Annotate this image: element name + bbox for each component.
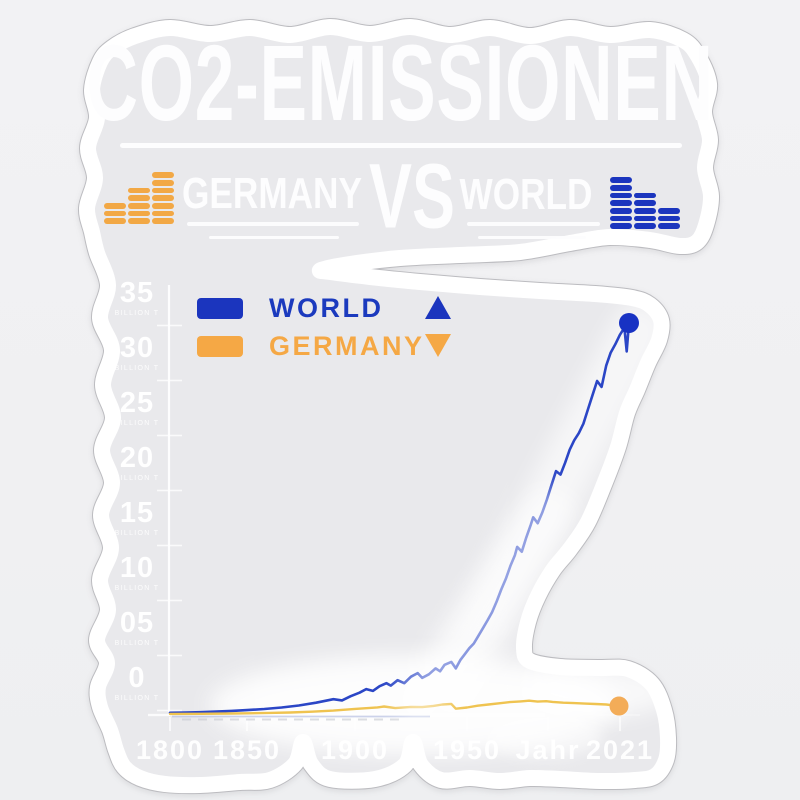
- equalizer-bar: [610, 200, 632, 206]
- y-tick-unit: BILLION T: [114, 420, 160, 427]
- equalizer-bar: [634, 215, 656, 222]
- equalizer-column: [128, 187, 150, 224]
- y-tick-value: 35: [119, 277, 155, 309]
- triangle-down-icon: [425, 334, 451, 357]
- equalizer-bar: [610, 184, 632, 191]
- equalizer-bar: [104, 218, 126, 224]
- equalizer-bars-ascending-icon: [104, 167, 174, 224]
- legend-label: WORLD: [269, 292, 384, 323]
- gloss-glow-jahr: [487, 715, 603, 759]
- equalizer-bar: [128, 187, 150, 194]
- legend-row-world: WORLD: [197, 292, 451, 323]
- equalizer-bar: [634, 192, 656, 199]
- triangle-up-icon: [425, 296, 451, 319]
- equalizer-bar: [658, 208, 680, 214]
- y-tick-value: 0: [128, 662, 146, 694]
- x-tick-label: 1950: [432, 735, 502, 765]
- equalizer-column: [634, 192, 656, 229]
- header: CO2-EMISSIONEN: [0, 22, 800, 143]
- equalizer-column: [104, 203, 126, 224]
- y-axis-label: 20 BILLION T: [109, 442, 165, 483]
- equalizer-bar: [634, 208, 656, 214]
- y-tick-unit: BILLION T: [114, 640, 160, 647]
- y-tick-unit: BILLION T: [114, 585, 160, 592]
- equalizer-bar: [128, 210, 150, 217]
- equalizer-bar: [610, 177, 632, 183]
- equalizer-bar: [634, 223, 656, 229]
- equalizer-bar: [152, 187, 174, 194]
- germany-underline-2: [209, 236, 339, 239]
- equalizer-bar: [152, 210, 174, 217]
- x-tick-label: 1900: [320, 735, 390, 765]
- legend-row-germany: GERMANY: [197, 330, 451, 361]
- y-axis-label: 10 BILLION T: [109, 552, 165, 593]
- x-tick-label: 1800: [135, 735, 205, 765]
- y-tick-value: 20: [119, 442, 155, 474]
- legend-label: GERMANY: [269, 330, 425, 361]
- equalizer-column: [610, 177, 632, 229]
- y-tick-unit: BILLION T: [114, 530, 160, 537]
- equalizer-bar: [658, 215, 680, 222]
- y-axis-label: 25 BILLION T: [109, 387, 165, 428]
- subtitle-world: WORLD: [459, 170, 593, 219]
- equalizer-bar: [152, 218, 174, 224]
- y-tick-unit: BILLION T: [114, 365, 160, 372]
- equalizer-column: [152, 172, 174, 224]
- equalizer-bar: [152, 179, 174, 186]
- world-underline-1: [467, 222, 600, 226]
- page-title: CO2-EMISSIONEN: [86, 22, 714, 143]
- series-line-germany: [168, 699, 621, 716]
- equalizer-bars-descending-icon: [610, 172, 680, 229]
- equalizer-bar: [104, 210, 126, 217]
- equalizer-bar: [128, 195, 150, 201]
- title-divider: [120, 143, 682, 148]
- x-axis-title: Jahr: [515, 735, 581, 765]
- equalizer-bar: [658, 223, 680, 229]
- gloss-glow-arm: [517, 666, 673, 718]
- equalizer-bar: [104, 203, 126, 209]
- y-tick-unit: BILLION T: [114, 310, 160, 317]
- equalizer-column: [658, 208, 680, 229]
- y-tick-value: 15: [119, 497, 155, 529]
- y-axis-label: 05 BILLION T: [109, 607, 165, 648]
- y-tick-unit: BILLION T: [114, 475, 160, 482]
- equalizer-bar: [610, 208, 632, 214]
- x-tick-label: 1850: [212, 735, 282, 765]
- equalizer-bar: [610, 223, 632, 229]
- y-tick-value: 05: [119, 607, 155, 639]
- sticker-body: [78, 19, 719, 794]
- series-end-dot-world: [619, 312, 639, 333]
- equalizer-bar: [128, 203, 150, 209]
- world-underline-2: [478, 236, 586, 239]
- x-tick-label: 2021: [585, 735, 655, 765]
- y-tick-value: 25: [119, 387, 155, 419]
- equalizer-bar: [610, 192, 632, 199]
- gloss-glow-overlay: [396, 488, 574, 724]
- series-end-dot-germany: [609, 696, 629, 716]
- legend-swatch-world: [197, 297, 243, 319]
- subtitle-germany: GERMANY: [182, 169, 362, 218]
- subtitle-vs: VS: [369, 145, 455, 248]
- y-tick-value: 30: [119, 332, 155, 364]
- equalizer-bar: [610, 215, 632, 222]
- equalizer-bar: [634, 200, 656, 206]
- equalizer-bar: [152, 195, 174, 201]
- y-axis-label: 0 BILLION T: [109, 662, 165, 703]
- y-axis-label: 15 BILLION T: [109, 497, 165, 538]
- y-axis-label: 35 BILLION T: [109, 277, 165, 318]
- y-tick-unit: BILLION T: [114, 695, 160, 702]
- y-tick-value: 10: [119, 552, 155, 584]
- equalizer-bar: [128, 218, 150, 224]
- equalizer-bar: [152, 203, 174, 209]
- y-axis-label: 30 BILLION T: [109, 332, 165, 373]
- germany-underline-1: [187, 222, 359, 226]
- axis-ticks: [157, 324, 621, 731]
- legend-swatch-germany: [197, 335, 243, 357]
- equalizer-bar: [152, 172, 174, 178]
